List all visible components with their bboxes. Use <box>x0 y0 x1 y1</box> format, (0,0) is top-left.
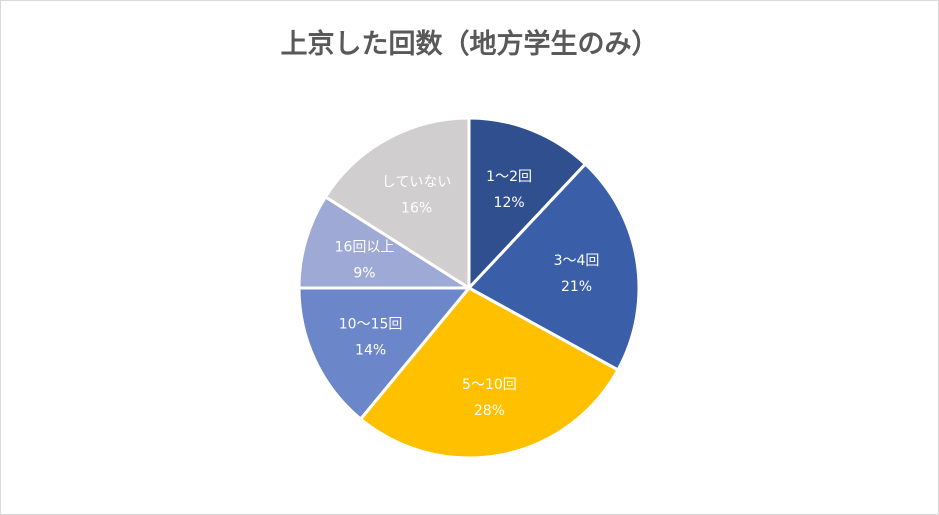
slice-category-label: 16回以上 <box>335 240 395 256</box>
slice-category-label: 1～2回 <box>486 169 532 185</box>
pie-labels: 1～2回 12% 3～4回 21% 5～10回 28% 10～15回 14% 16回以上 9% して… <box>335 169 600 419</box>
pie-slices <box>297 116 641 460</box>
slice-percent-label: 14% <box>355 342 386 358</box>
slice-category-label: 5～10回 <box>462 377 517 393</box>
slice-percent-label: 28% <box>474 403 505 419</box>
pie-slice-2 <box>467 162 641 372</box>
pie-slice-5 <box>297 195 471 290</box>
slice-percent-label: 16% <box>401 201 432 217</box>
slice-category-label: 3～4回 <box>554 253 600 269</box>
pie-slice-3 <box>359 286 620 460</box>
pie-slice-6 <box>323 116 471 290</box>
slice-percent-label: 12% <box>494 195 525 211</box>
slice-category-label: していない <box>382 175 452 191</box>
slice-category-label: 10～15回 <box>339 316 403 332</box>
slice-percent-label: 21% <box>561 279 592 295</box>
pie-slice-4 <box>297 286 471 421</box>
chart-title: 上京した回数（地方学生のみ） <box>280 29 659 60</box>
slice-percent-label: 9% <box>353 266 375 282</box>
pie-slice-1 <box>467 116 587 290</box>
